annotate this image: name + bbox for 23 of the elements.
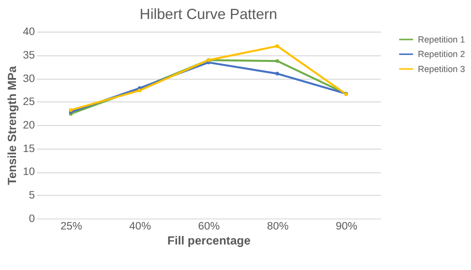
- chart-title: Hilbert Curve Pattern: [140, 6, 278, 23]
- legend-label: Repetition 3: [418, 64, 466, 74]
- y-tick-label: 40: [22, 26, 35, 38]
- x-tick-label: 80%: [266, 220, 289, 233]
- legend-label: Repetition 2: [418, 49, 466, 60]
- point: [275, 72, 280, 76]
- y-tick-label: 25: [22, 96, 35, 108]
- y-tick-label: 35: [22, 49, 35, 62]
- x-tick-label: 90%: [336, 220, 358, 233]
- y-tick-label: 0: [28, 212, 35, 225]
- x-tick-label: 25%: [60, 220, 82, 233]
- point: [275, 59, 280, 63]
- x-axis-title: Fill percentage: [167, 234, 251, 248]
- y-axis-title: Tensile Strength MPa: [6, 66, 19, 185]
- legend-label: Repetition 1: [418, 34, 466, 44]
- x-tick-label: 40%: [129, 220, 152, 233]
- y-tick-label: 20: [22, 119, 35, 132]
- x-tick-label: 60%: [198, 220, 220, 233]
- y-tick-label: 30: [22, 72, 35, 85]
- y-tick-label: 15: [22, 142, 35, 155]
- y-tick-label: 10: [22, 166, 35, 178]
- point: [275, 44, 280, 48]
- y-tick-label: 5: [28, 190, 35, 202]
